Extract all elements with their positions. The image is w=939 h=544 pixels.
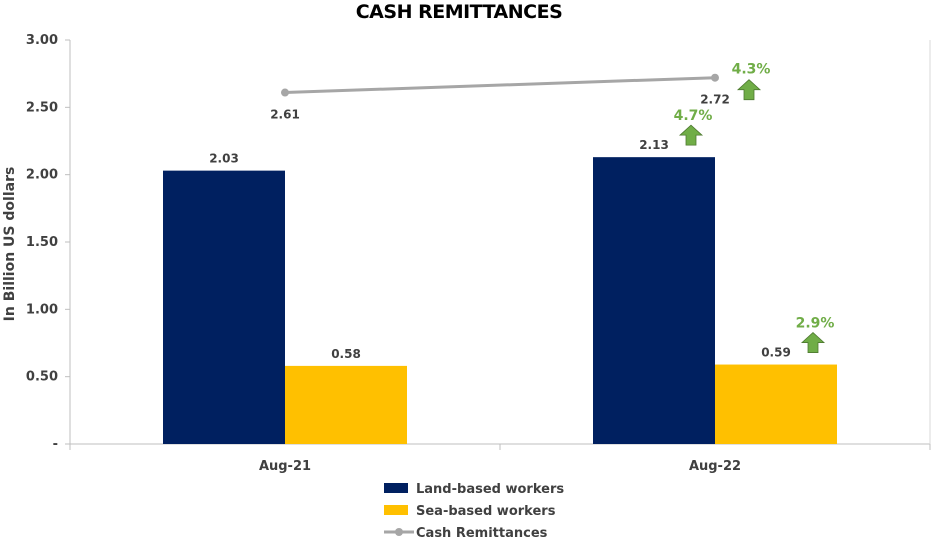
legend-swatch xyxy=(384,483,408,493)
y-tick-label: 2.00 xyxy=(26,168,58,183)
data-label: 2.13 xyxy=(639,138,669,152)
legend: Land-based workers Sea-based workers Cash … xyxy=(384,482,564,541)
y-tick-label: 0.50 xyxy=(26,370,58,385)
y-tick-label: 1.00 xyxy=(26,302,58,317)
y-axis-label: In Billion US dollars xyxy=(2,167,18,322)
growth-label: 2.9% xyxy=(796,316,835,332)
series-line xyxy=(284,76,716,95)
legend-label: Land-based workers xyxy=(416,482,564,497)
line-point xyxy=(711,73,719,82)
up-arrow-icon xyxy=(736,79,762,101)
legend-marker xyxy=(395,528,403,536)
bar xyxy=(593,157,715,444)
plot-area: - 0.50 1.00 1.50 2.00 2.50 3.00 In Billion US d… xyxy=(2,33,931,474)
x-tick-label: Aug-21 xyxy=(259,459,311,474)
y-tick-label: - xyxy=(53,437,58,452)
data-label: 0.58 xyxy=(331,347,361,361)
up-arrow-icon xyxy=(800,332,826,353)
y-tick-label: 2.50 xyxy=(26,100,58,115)
bar xyxy=(285,365,407,444)
legend-label: Sea-based workers xyxy=(416,504,556,519)
chart-title: CASH REMITTANCES xyxy=(356,1,563,23)
data-label: 0.59 xyxy=(761,346,791,360)
data-label: 2.03 xyxy=(209,152,239,166)
data-label: 2.61 xyxy=(270,108,300,122)
up-arrow-icon xyxy=(678,124,704,146)
growth-label: 4.3% xyxy=(732,62,771,78)
y-tick-label: 1.50 xyxy=(26,235,58,250)
legend-swatch xyxy=(384,505,408,515)
bar xyxy=(715,364,837,444)
growth-label: 4.7% xyxy=(674,108,713,124)
legend-label: Cash Remittances xyxy=(416,526,548,541)
data-label: 2.72 xyxy=(700,93,730,107)
line-point xyxy=(281,88,289,97)
x-tick-label: Aug-22 xyxy=(689,459,741,474)
bar xyxy=(163,170,285,445)
y-tick-label: 3.00 xyxy=(26,33,58,48)
